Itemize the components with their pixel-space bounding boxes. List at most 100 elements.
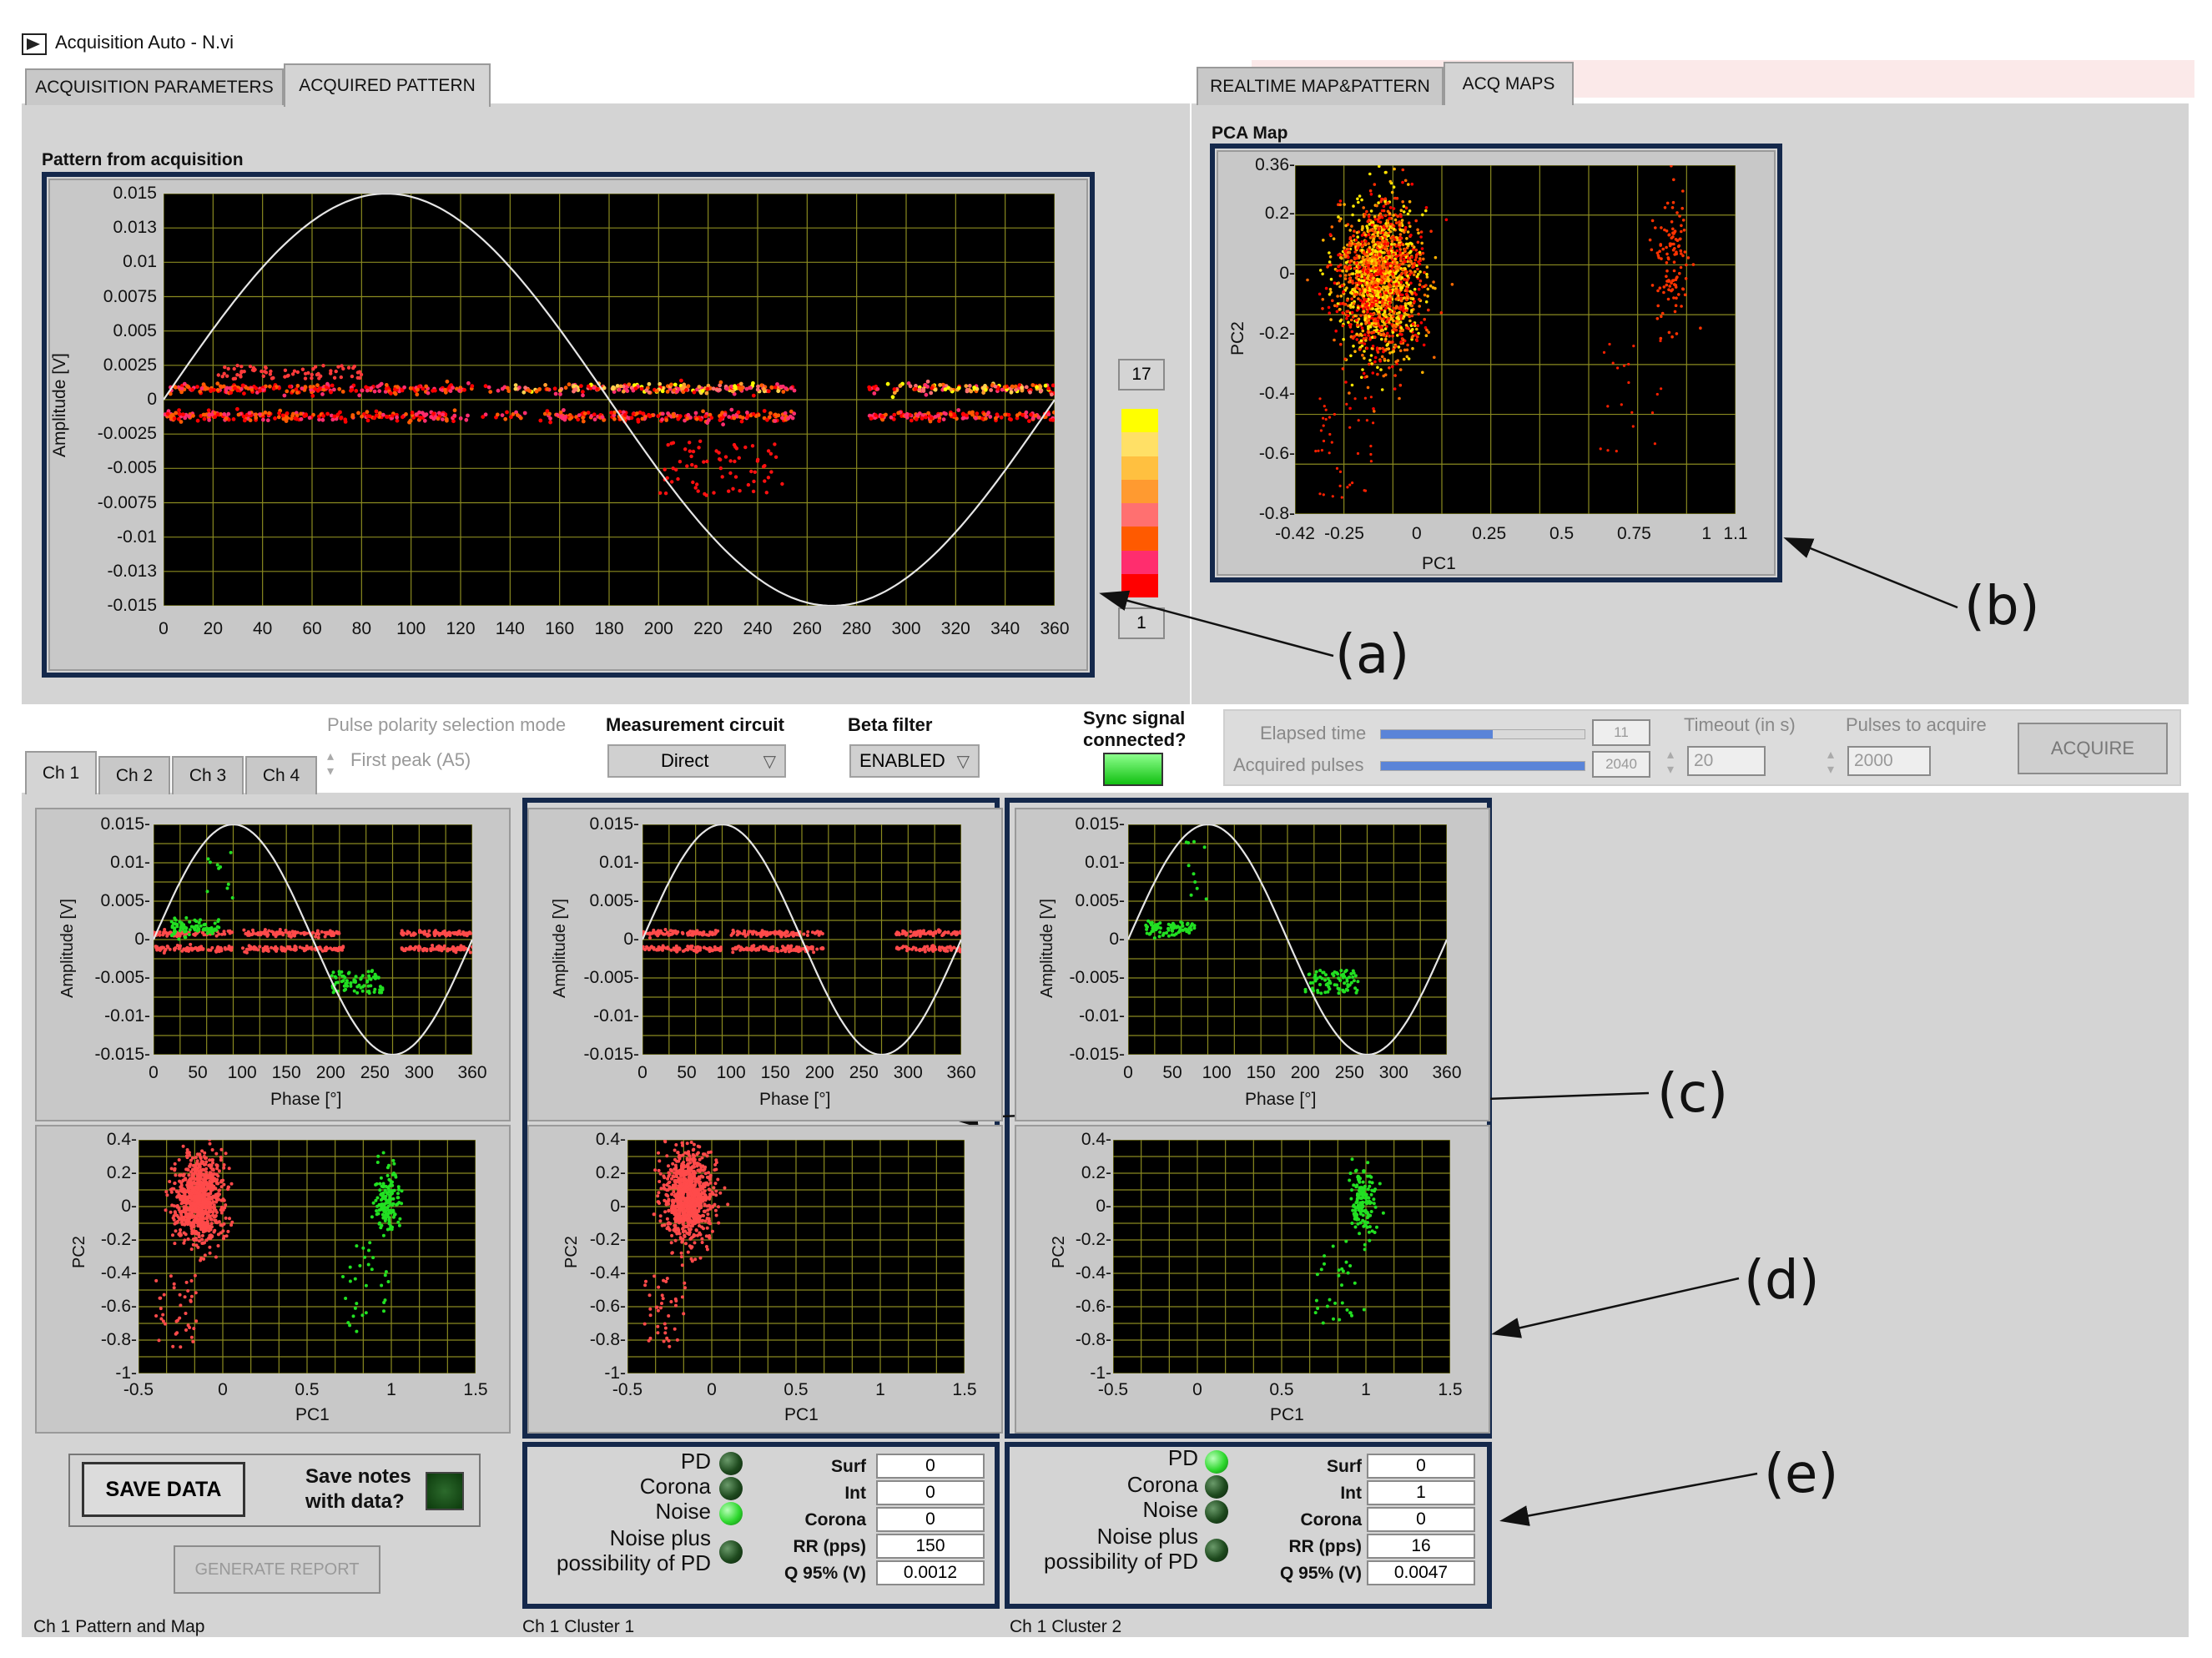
data-point [917, 387, 922, 392]
data-point [1425, 272, 1428, 276]
data-point [194, 920, 199, 924]
data-point [417, 410, 421, 415]
data-point [317, 417, 321, 422]
data-point [1394, 345, 1398, 348]
data-point [1405, 281, 1408, 285]
data-point [358, 375, 362, 380]
data-point [1631, 425, 1635, 428]
data-point [1401, 180, 1404, 184]
data-point [290, 372, 295, 376]
data-point [1408, 199, 1412, 204]
data-point [179, 1228, 183, 1232]
data-point [1324, 417, 1328, 421]
data-point [1351, 272, 1355, 275]
data-point [1027, 419, 1031, 423]
data-point [974, 416, 978, 421]
data-point [506, 389, 511, 393]
data-point [265, 418, 270, 423]
tab-acquired-pattern[interactable]: ACQUIRED PATTERN [284, 63, 491, 107]
colorbar-max[interactable]: 17 [1118, 359, 1165, 391]
pulses-stepper-icon[interactable]: ▴ ▾ [1827, 748, 1835, 777]
data-point [182, 1172, 186, 1177]
data-point [155, 945, 159, 949]
tab-acq-maps[interactable]: ACQ MAPS [1444, 62, 1574, 105]
data-point [1409, 291, 1413, 295]
tab-acquisition-parameters[interactable]: ACQUISITION PARAMETERS [25, 68, 284, 105]
data-point [456, 932, 460, 936]
tab-ch4[interactable]: Ch 4 [245, 756, 317, 794]
data-point [1378, 332, 1382, 335]
data-point [1656, 289, 1660, 293]
data-point [1398, 383, 1403, 387]
data-point [285, 416, 290, 421]
data-point [210, 1148, 214, 1152]
colorbar-min[interactable]: 1 [1118, 607, 1165, 639]
data-point [241, 414, 246, 419]
colorbar-segment [1121, 409, 1158, 433]
data-point [1408, 241, 1413, 245]
save-data-button[interactable]: SAVE DATA [82, 1462, 245, 1517]
data-point [1024, 414, 1029, 419]
data-point [1373, 280, 1378, 284]
data-point [214, 1192, 218, 1197]
data-point [1371, 335, 1374, 340]
data-point [1404, 292, 1408, 296]
data-point [1415, 275, 1419, 279]
acquire-button[interactable]: ACQUIRE [2018, 723, 2168, 774]
measurement-circuit-select[interactable]: Direct ▽ [607, 744, 786, 778]
data-point [622, 413, 627, 417]
data-point [219, 1211, 224, 1215]
data-point [229, 946, 233, 950]
data-point [380, 986, 385, 990]
data-point [1342, 337, 1345, 341]
data-point [1404, 242, 1408, 246]
tab-realtime-map-pattern[interactable]: REALTIME MAP&PATTERN [1197, 67, 1444, 105]
data-point [1363, 333, 1367, 336]
generate-report-button[interactable]: GENERATE REPORT [174, 1545, 380, 1594]
data-point [323, 949, 327, 953]
data-point [688, 441, 692, 445]
data-point [683, 447, 688, 451]
data-point [1627, 362, 1630, 366]
data-point [1385, 295, 1389, 298]
data-point [303, 385, 308, 389]
data-point [1663, 206, 1667, 209]
data-point [1691, 263, 1696, 266]
data-point [1378, 265, 1382, 270]
data-point [937, 419, 941, 423]
data-point [1391, 275, 1395, 280]
save-notes-toggle[interactable] [426, 1472, 464, 1510]
tab-ch1[interactable]: Ch 1 [25, 751, 97, 794]
tab-ch3[interactable]: Ch 3 [172, 756, 244, 794]
data-point [678, 460, 683, 464]
data-point [762, 387, 766, 391]
timeout-input[interactable]: 20 [1687, 746, 1766, 776]
data-point [872, 391, 877, 396]
tab-ch2[interactable]: Ch 2 [98, 756, 170, 794]
data-point [1648, 238, 1652, 242]
data-point [1386, 331, 1389, 335]
data-point [283, 375, 287, 379]
pulse-polarity-stepper-icon[interactable]: ▴ ▾ [327, 749, 335, 779]
acquired-pulses-label: Acquired pulses [1233, 754, 1364, 775]
run-arrow-icon [22, 33, 47, 55]
pulse-polarity-select[interactable]: First peak (A5) [350, 749, 471, 770]
data-point [1341, 367, 1345, 370]
data-point [1412, 273, 1416, 277]
data-point [1353, 287, 1357, 290]
timeout-stepper-icon[interactable]: ▴ ▾ [1667, 748, 1675, 777]
pulse-polarity-label: Pulse polarity selection mode [327, 714, 567, 735]
data-point [180, 1222, 184, 1227]
data-point [178, 929, 182, 933]
data-point [404, 412, 408, 416]
pca-ytick: -0.4- [1258, 383, 1295, 403]
data-point [669, 441, 673, 446]
data-point [374, 413, 379, 418]
pattern-ytick: 0.013 [113, 218, 157, 238]
data-point [1331, 495, 1334, 498]
data-point [982, 412, 986, 416]
pulses-to-acquire-input[interactable]: 2000 [1847, 746, 1931, 776]
data-point [1405, 348, 1409, 352]
beta-filter-select[interactable]: ENABLED ▽ [849, 744, 980, 778]
data-point [1418, 262, 1422, 266]
